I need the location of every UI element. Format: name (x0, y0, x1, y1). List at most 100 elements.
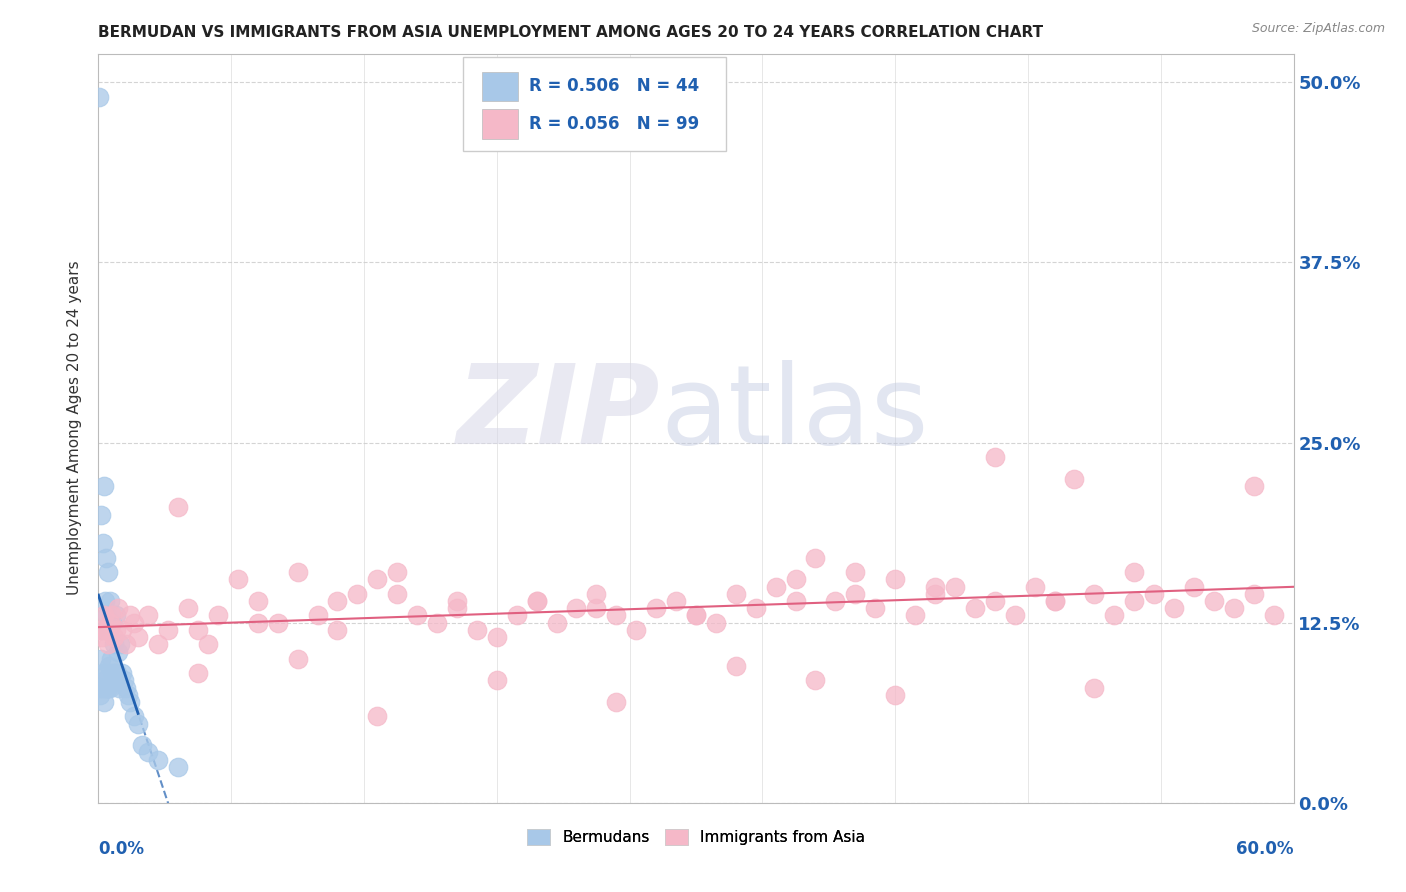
Point (366, 573, 388, 587)
Point (1104, 608, 1126, 623)
Point (1123, 594, 1146, 608)
Point (93, 695, 115, 709)
Point (89, 89, 111, 103)
Point (745, 601, 768, 615)
Point (844, 587, 866, 601)
Y-axis label: Unemployment Among Ages 20 to 24 years: Unemployment Among Ages 20 to 24 years (67, 260, 83, 596)
Point (984, 450, 1007, 464)
Point (111, 666, 134, 681)
Point (1043, 594, 1066, 608)
Point (904, 608, 927, 623)
Point (96, 666, 118, 681)
Point (167, 760, 190, 774)
Point (884, 688, 907, 702)
Point (127, 716, 149, 731)
Point (197, 637, 219, 651)
Point (97, 637, 120, 651)
Point (103, 630, 125, 644)
Point (884, 573, 907, 587)
Point (98, 681, 121, 695)
Point (824, 594, 846, 608)
FancyBboxPatch shape (463, 57, 725, 151)
Point (148, 753, 170, 767)
Point (804, 673, 827, 688)
Text: R = 0.056   N = 99: R = 0.056 N = 99 (529, 115, 699, 133)
Point (704, 615, 727, 630)
Point (98, 623, 121, 637)
Text: Source: ZipAtlas.com: Source: ZipAtlas.com (1251, 22, 1385, 36)
Point (1143, 587, 1166, 601)
Point (110, 637, 132, 651)
Point (103, 666, 125, 681)
Point (585, 587, 607, 601)
Point (167, 500, 190, 515)
Point (724, 587, 747, 601)
Point (90, 651, 112, 665)
Point (94, 673, 117, 688)
Point (107, 644, 129, 658)
Point (97, 681, 120, 695)
Point (103, 637, 125, 651)
Point (565, 601, 588, 615)
Point (120, 695, 142, 709)
Point (605, 608, 627, 623)
Point (465, 623, 488, 637)
Point (94, 594, 117, 608)
Point (426, 615, 449, 630)
Point (506, 608, 529, 623)
Point (91, 666, 114, 681)
Point (177, 601, 200, 615)
Point (207, 608, 229, 623)
Point (485, 630, 508, 644)
Point (97, 659, 120, 673)
Point (98, 615, 122, 630)
Point (385, 566, 409, 580)
Point (785, 573, 807, 587)
Point (96, 550, 118, 565)
Text: R = 0.506   N = 44: R = 0.506 N = 44 (529, 78, 699, 95)
Point (605, 695, 627, 709)
FancyBboxPatch shape (482, 109, 517, 139)
Point (924, 587, 946, 601)
Point (94, 681, 117, 695)
Point (1063, 472, 1085, 486)
Point (1243, 587, 1265, 601)
Point (136, 745, 159, 759)
Point (93, 479, 115, 493)
Point (101, 615, 124, 630)
Point (307, 608, 329, 623)
Point (943, 580, 966, 594)
Point (124, 709, 146, 723)
Point (626, 623, 648, 637)
Point (1024, 580, 1046, 594)
Point (1123, 566, 1146, 580)
Point (187, 623, 209, 637)
Point (1163, 601, 1185, 615)
Point (724, 659, 747, 673)
Point (924, 580, 946, 594)
Point (112, 673, 135, 688)
Point (984, 594, 1007, 608)
Point (91, 630, 114, 644)
Point (1043, 594, 1066, 608)
Point (546, 615, 568, 630)
Point (765, 580, 787, 594)
Legend: Bermudans, Immigrants from Asia: Bermudans, Immigrants from Asia (520, 823, 872, 851)
Point (665, 594, 688, 608)
Point (93, 536, 115, 550)
Point (1004, 608, 1026, 623)
Point (287, 651, 309, 665)
Point (89, 688, 111, 702)
Point (326, 594, 349, 608)
Point (1263, 608, 1285, 623)
Point (97, 566, 120, 580)
Point (246, 594, 269, 608)
Point (526, 594, 548, 608)
Point (685, 608, 707, 623)
Point (120, 608, 142, 623)
Point (1083, 681, 1105, 695)
Point (105, 623, 128, 637)
Point (148, 637, 170, 651)
Point (804, 550, 827, 565)
Point (406, 608, 429, 623)
